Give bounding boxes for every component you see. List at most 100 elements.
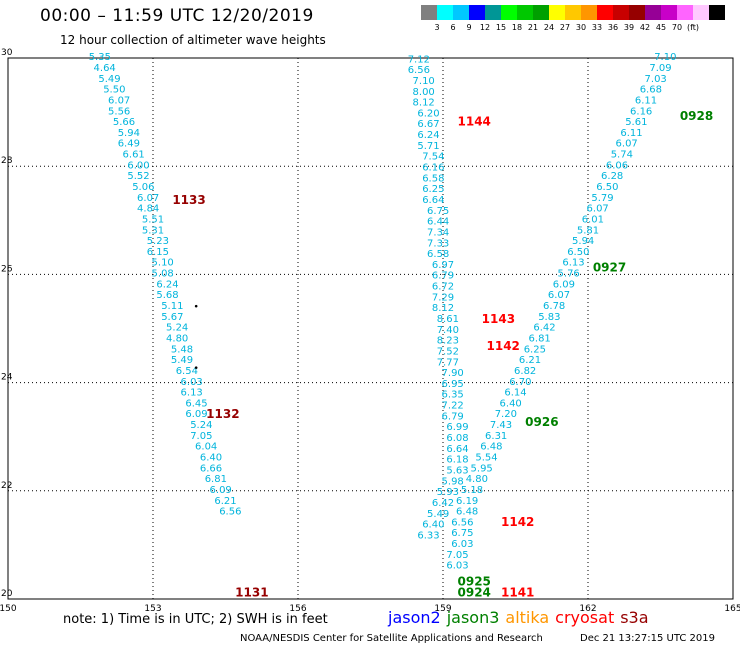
- wave-height-value: 7.05: [190, 431, 212, 442]
- wave-height-value: 5.61: [625, 117, 647, 128]
- legend-entry: altika: [505, 608, 550, 627]
- color-scale-label: 36: [607, 23, 619, 32]
- wave-height-value: 6.99: [446, 422, 468, 433]
- y-tick-label: 28: [1, 156, 13, 166]
- wave-height-value: 5.79: [591, 193, 613, 204]
- color-scale-label: 9: [466, 23, 472, 32]
- wave-height-value: 6.44: [427, 217, 449, 228]
- y-tick-label: 26: [1, 264, 13, 274]
- wave-height-value: 6.07: [548, 290, 570, 301]
- wave-height-value: 6.49: [118, 139, 140, 150]
- wave-height-value: 5.49: [427, 509, 449, 520]
- color-swatch: [565, 5, 581, 20]
- color-swatch: [549, 5, 565, 20]
- wave-height-value: 5.98: [442, 476, 464, 487]
- color-swatch: [581, 5, 597, 20]
- color-scale-label: 33: [591, 23, 603, 32]
- wave-height-value: 6.67: [417, 119, 439, 130]
- color-scale-label: 70: [671, 23, 683, 32]
- color-swatch: [677, 5, 693, 20]
- wave-height-value: 5.94: [572, 236, 594, 247]
- wave-height-value: 7.77: [437, 357, 459, 368]
- wave-height-value: 7.43: [490, 420, 512, 431]
- wave-height-value: 6.66: [200, 463, 222, 474]
- wave-height-value: 6.40: [200, 453, 222, 464]
- wave-height-value: 6.48: [456, 507, 478, 518]
- wave-height-value: 6.35: [442, 390, 464, 401]
- wave-height-value: 6.07: [587, 204, 609, 215]
- pass-time-label: 0925: [458, 574, 491, 588]
- wave-height-value: 7.33: [427, 238, 449, 249]
- pass-time-label: 1132: [206, 407, 239, 421]
- wave-height-value: 6.11: [620, 128, 642, 139]
- wave-height-value: 5.11: [161, 301, 183, 312]
- wave-height-value: 6.13: [181, 388, 203, 399]
- wave-height-value: 5.23: [147, 236, 169, 247]
- color-scale-label: 27: [559, 23, 571, 32]
- pass-time-label: 1142: [501, 515, 534, 529]
- color-swatch: [485, 5, 501, 20]
- point-marker: [194, 366, 198, 369]
- wave-height-value: 6.25: [524, 344, 546, 355]
- color-scale-label: 39: [623, 23, 635, 32]
- x-tick-label: 150: [0, 604, 17, 614]
- pass-time-label: 1141: [501, 585, 534, 599]
- wave-height-value: 6.08: [446, 433, 468, 444]
- wave-height-value: 6.82: [514, 366, 536, 377]
- wave-height-value: 6.19: [456, 496, 478, 507]
- wave-height-value: 6.54: [176, 366, 198, 377]
- wave-height-value: 7.05: [446, 550, 468, 561]
- pass-time-label: 0927: [593, 261, 626, 275]
- color-swatch: [469, 5, 485, 20]
- wave-height-value: 6.33: [417, 530, 439, 541]
- wave-height-value: 6.42: [432, 498, 454, 509]
- wave-height-value: 6.56: [219, 507, 241, 518]
- wave-height-value: 6.48: [480, 442, 502, 453]
- x-tick-label: 159: [434, 604, 451, 614]
- wave-height-value: 6.15: [147, 247, 169, 258]
- wave-height-value: 7.09: [649, 63, 671, 74]
- color-scale-label: 45: [655, 23, 667, 32]
- color-swatch: [661, 5, 677, 20]
- plot-frame: [7, 57, 734, 600]
- wave-height-value: 5.56: [108, 106, 130, 117]
- wave-height-value: 6.56: [408, 65, 430, 76]
- chart-title: 00:00 – 11:59 UTC 12/20/2019: [40, 6, 314, 26]
- units-note: note: 1) Time is in UTC; 2) SWH is in fe…: [63, 612, 328, 627]
- x-tick-label: 153: [144, 604, 161, 614]
- wave-height-value: 5.81: [577, 225, 599, 236]
- x-tick-label: 165: [724, 604, 740, 614]
- wave-height-value: 6.81: [205, 474, 227, 485]
- color-swatch: [613, 5, 629, 20]
- wave-height-value: 4.80: [466, 474, 488, 485]
- wave-height-value: 6.75: [451, 528, 473, 539]
- legend-entry: jason3: [446, 608, 500, 627]
- wave-height-value: 6.07: [137, 193, 159, 204]
- wave-height-value: 6.16: [630, 106, 652, 117]
- color-swatch: [437, 5, 453, 20]
- wave-height-value: 6.11: [635, 95, 657, 106]
- wave-height-value: 6.58: [427, 249, 449, 260]
- color-swatch: [517, 5, 533, 20]
- wave-height-value: 6.40: [500, 398, 522, 409]
- wave-height-value: 8.61: [437, 314, 459, 325]
- wave-height-value: 6.03: [451, 539, 473, 550]
- wave-height-value: 5.51: [142, 214, 164, 225]
- wave-height-value: 6.16: [422, 163, 444, 174]
- color-scale-label: 24: [543, 23, 555, 32]
- wave-height-value: 8.12: [432, 303, 454, 314]
- wave-height-value: 7.90: [442, 368, 464, 379]
- wave-height-value: 5.08: [152, 269, 174, 280]
- wave-height-value: 7.10: [413, 76, 435, 87]
- wave-height-value: 5.68: [156, 290, 178, 301]
- y-tick-label: 20: [1, 589, 13, 599]
- wave-height-value: 5.31: [142, 225, 164, 236]
- wave-height-value: 5.74: [611, 150, 633, 161]
- wave-height-value: 6.09: [185, 409, 207, 420]
- color-scale-label: 18: [511, 23, 523, 32]
- y-tick-label: 24: [1, 373, 13, 383]
- wave-height-value: 6.61: [123, 150, 145, 161]
- wave-height-value: 6.58: [422, 173, 444, 184]
- wave-height-value: 5.54: [475, 453, 497, 464]
- wave-height-value: 6.13: [562, 258, 584, 269]
